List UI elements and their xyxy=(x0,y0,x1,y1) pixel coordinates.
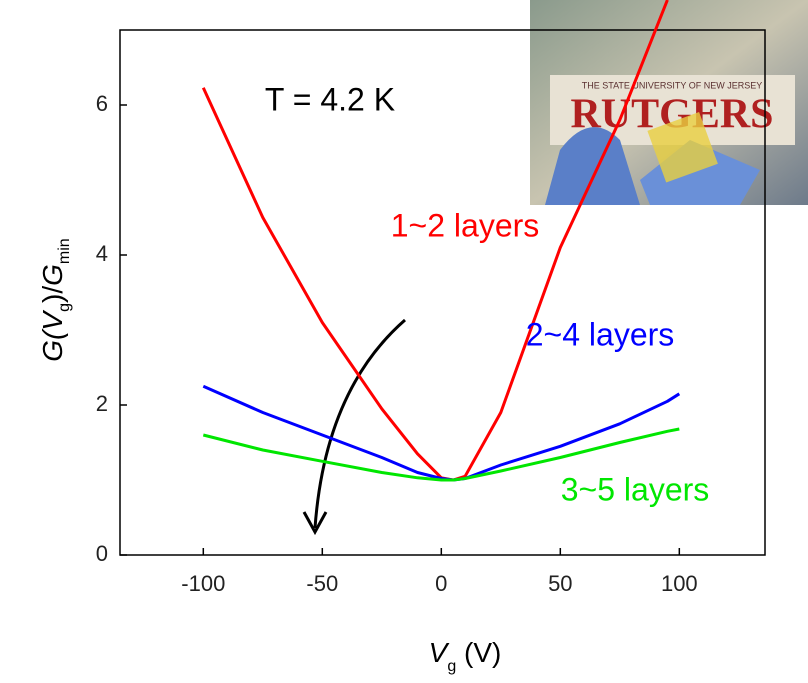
y-tick-label: 6 xyxy=(96,91,108,116)
x-tick-label: -50 xyxy=(306,571,338,596)
x-axis-label: Vg (V) xyxy=(429,637,502,675)
x-label-part: g xyxy=(447,658,456,675)
y-label-part: G xyxy=(37,264,68,286)
y-tick-label: 2 xyxy=(96,391,108,416)
data-line xyxy=(203,386,679,480)
annotation: T = 4.2 K xyxy=(265,81,395,117)
x-tick-label: -100 xyxy=(181,571,225,596)
x-tick-label: 100 xyxy=(661,571,698,596)
series-label: 1~2 layers xyxy=(391,207,540,243)
chart: THE STATE UNIVERSITY OF NEW JERSEY RUTGE… xyxy=(0,0,808,683)
series-label: 2~4 layers xyxy=(526,316,675,352)
y-label-part: )/ xyxy=(37,286,68,303)
y-label-part: G( xyxy=(37,328,68,362)
y-axis-label: G(Vg)/Gmin xyxy=(37,238,73,361)
x-label-part: (V) xyxy=(456,637,501,668)
y-tick-label: 4 xyxy=(96,241,108,266)
y-tick-label: 0 xyxy=(96,541,108,566)
inset-caption: THE STATE UNIVERSITY OF NEW JERSEY xyxy=(582,80,763,90)
x-tick-label: 0 xyxy=(435,571,447,596)
y-label-part: min xyxy=(56,238,73,264)
x-tick-label: 50 xyxy=(548,571,572,596)
series-label: 3~5 layers xyxy=(561,471,710,507)
trend-arrow xyxy=(315,320,405,528)
y-label-part: g xyxy=(56,303,73,312)
